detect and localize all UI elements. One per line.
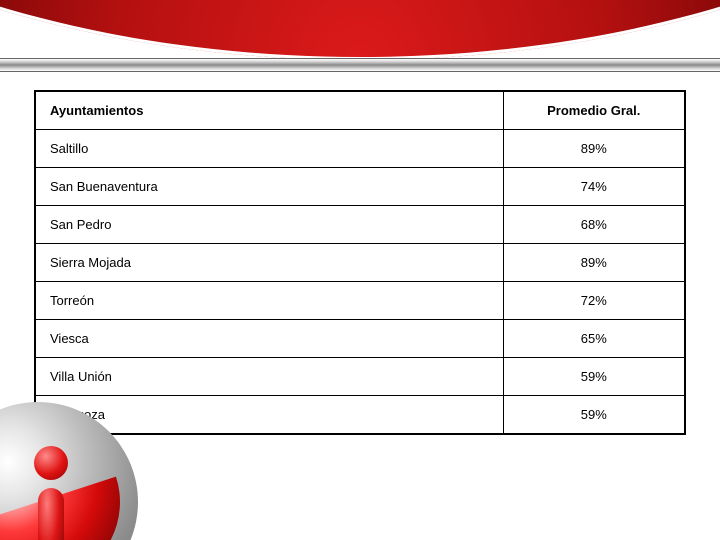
ayuntamientos-table: Ayuntamientos Promedio Gral. Saltillo89%…	[34, 90, 686, 435]
table-row: San Buenaventura74%	[35, 168, 685, 206]
cell-promedio: 59%	[503, 396, 685, 435]
header-arch-gradient	[0, 0, 720, 60]
cell-promedio: 65%	[503, 320, 685, 358]
cell-ayuntamiento: Torreón	[35, 282, 503, 320]
cell-ayuntamiento: San Pedro	[35, 206, 503, 244]
cell-promedio: 89%	[503, 130, 685, 168]
header-chrome-bar	[0, 58, 720, 72]
cell-ayuntamiento: Villa Unión	[35, 358, 503, 396]
table-header-row: Ayuntamientos Promedio Gral.	[35, 91, 685, 130]
header-band	[0, 0, 720, 78]
col-header-ayuntamientos: Ayuntamientos	[35, 91, 503, 130]
cell-promedio: 89%	[503, 244, 685, 282]
cell-promedio: 72%	[503, 282, 685, 320]
table-row: Saltillo89%	[35, 130, 685, 168]
cell-ayuntamiento: Saltillo	[35, 130, 503, 168]
cell-promedio: 59%	[503, 358, 685, 396]
cell-ayuntamiento: Sierra Mojada	[35, 244, 503, 282]
table-row: San Pedro68%	[35, 206, 685, 244]
cell-ayuntamiento: San Buenaventura	[35, 168, 503, 206]
table-row: Villa Unión59%	[35, 358, 685, 396]
cell-promedio: 74%	[503, 168, 685, 206]
logo-i-stem-icon	[38, 488, 64, 540]
table-row: Sierra Mojada89%	[35, 244, 685, 282]
cell-ayuntamiento: Viesca	[35, 320, 503, 358]
logo-i-dot-icon	[34, 446, 68, 480]
col-header-promedio: Promedio Gral.	[503, 91, 685, 130]
logo-sphere	[0, 402, 138, 540]
cell-promedio: 68%	[503, 206, 685, 244]
slide: Ayuntamientos Promedio Gral. Saltillo89%…	[0, 0, 720, 540]
table-row: Viesca65%	[35, 320, 685, 358]
table-row: Torreón72%	[35, 282, 685, 320]
